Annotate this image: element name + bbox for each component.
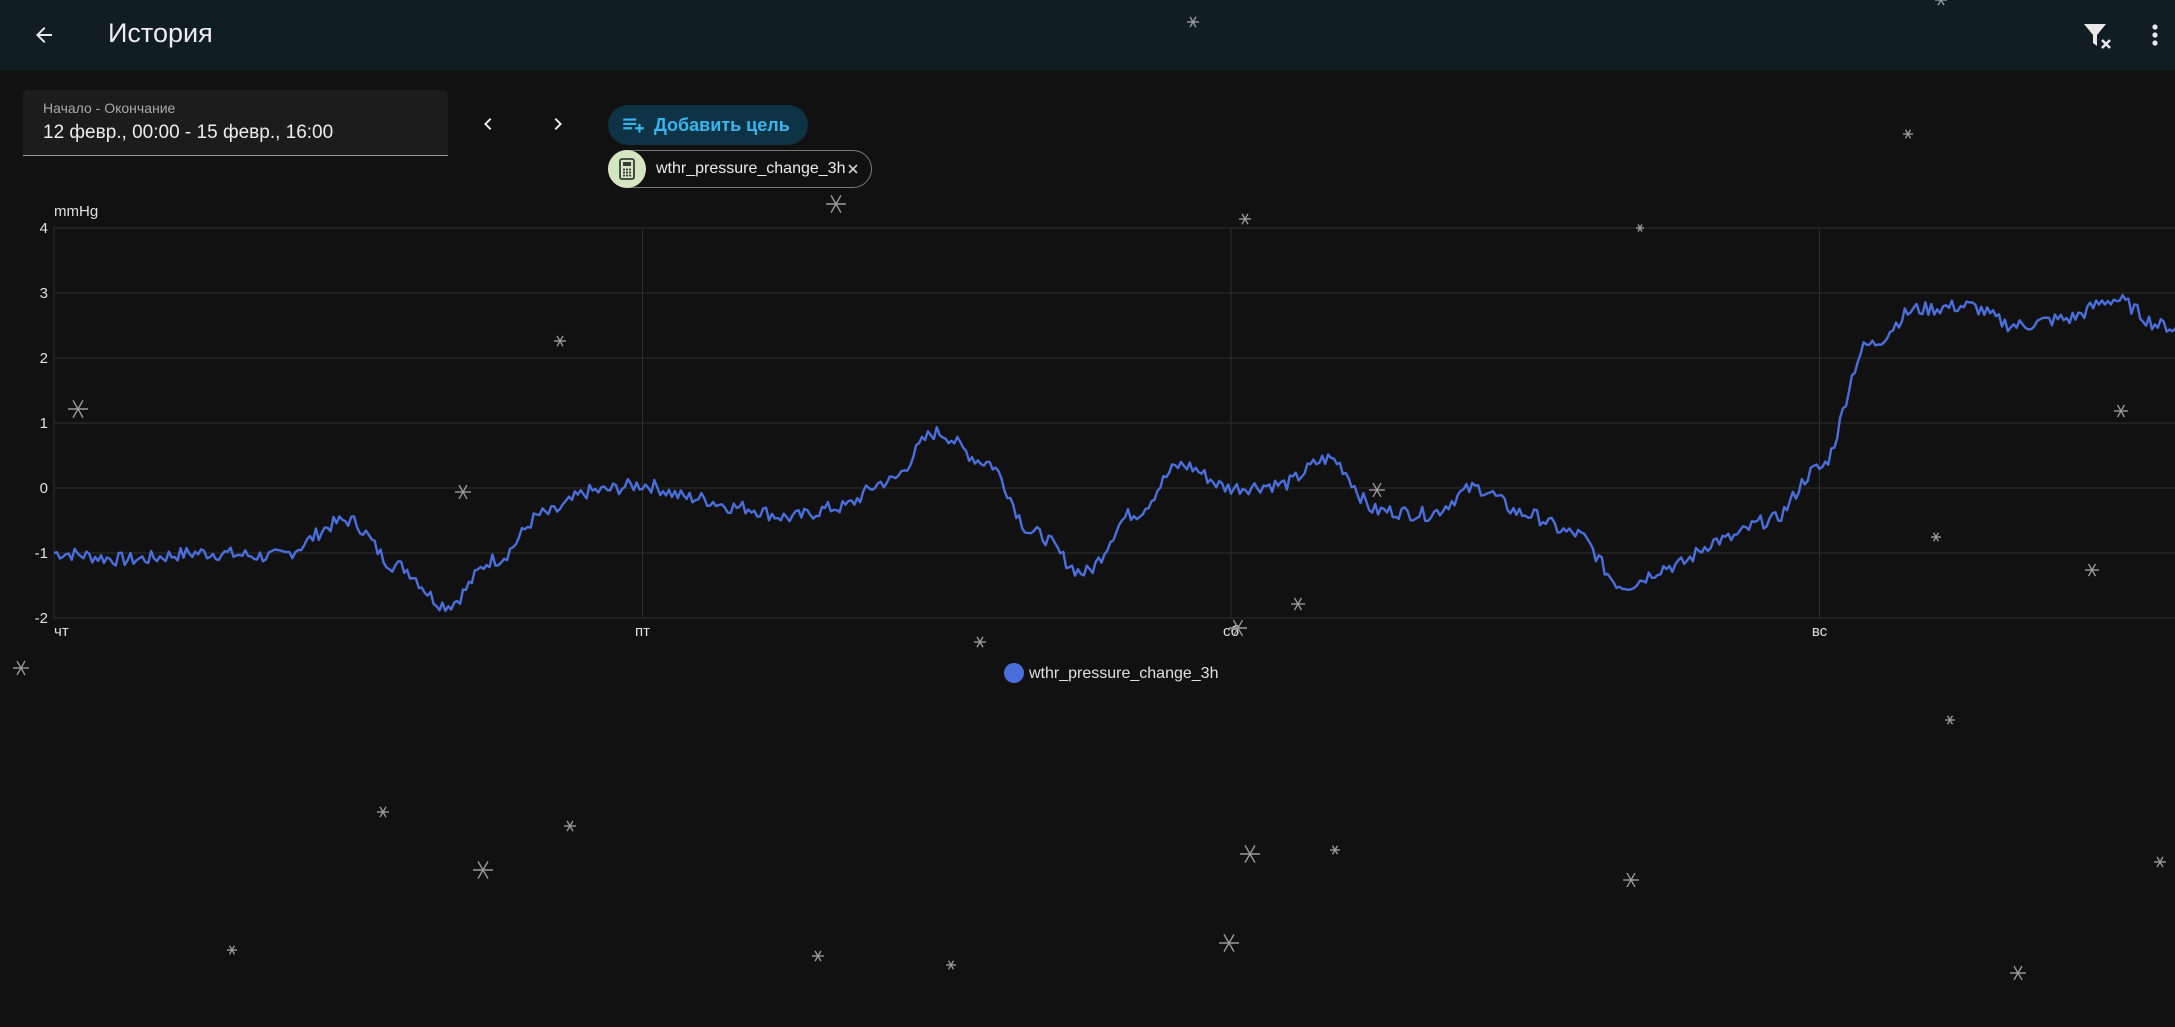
x-tick-label: пт	[635, 623, 650, 640]
snowflake-icon	[1945, 715, 1955, 725]
add-target-label: Добавить цель	[654, 114, 790, 135]
x-tick-label: сб	[1223, 623, 1239, 640]
dots-vertical-icon	[2152, 24, 2158, 46]
history-line-chart[interactable]: mmHg 4 3 2 1 0 -1 -2 чт пт сб вс wthr_pressure_ch…	[0, 195, 2175, 695]
chevron-left-icon	[484, 118, 492, 130]
chart-grid	[53, 227, 2175, 619]
y-tick-label: 4	[40, 220, 48, 237]
snowflake-icon	[1903, 129, 1913, 139]
y-tick-label: 3	[40, 285, 48, 302]
previous-period-button[interactable]	[468, 104, 508, 144]
snowflake-icon	[473, 860, 493, 880]
series-line-wthr-pressure-change-3h[interactable]	[53, 294, 2175, 613]
close-icon	[848, 164, 858, 174]
chevron-right-icon	[554, 118, 562, 130]
snowflake-icon	[1623, 872, 1639, 888]
snowflake-icon	[1219, 933, 1239, 953]
filter-remove-icon	[2084, 24, 2111, 49]
date-range-value: 12 февр., 00:00 - 15 февр., 16:00	[43, 122, 334, 143]
y-tick-label: 0	[40, 480, 48, 497]
snowflake-icon	[377, 806, 389, 818]
legend-marker	[1004, 663, 1024, 683]
date-range-label: Начало - Окончание	[43, 100, 176, 116]
y-tick-label: -1	[35, 545, 48, 562]
back-button[interactable]	[26, 17, 62, 53]
y-tick-label: 2	[40, 350, 48, 367]
snowflake-icon	[564, 820, 576, 832]
snowflake-icon	[2154, 856, 2166, 868]
x-tick-label: вс	[1812, 623, 1828, 640]
y-tick-label: -2	[35, 610, 48, 627]
snowflake-icon	[1240, 844, 1260, 864]
date-range-picker[interactable]: Начало - Окончание 12 февр., 00:00 - 15 …	[23, 90, 448, 156]
y-axis-unit-label: mmHg	[54, 203, 98, 220]
x-tick-label: чт	[54, 623, 69, 640]
snowflake-icon	[812, 950, 824, 962]
y-axis: 4 3 2 1 0 -1 -2	[35, 220, 48, 627]
target-chip[interactable]: wthr_pressure_change_3h	[608, 150, 872, 188]
chart-legend[interactable]: wthr_pressure_change_3h	[1004, 663, 1218, 683]
snowflake-icon	[1330, 845, 1340, 855]
overflow-menu-button[interactable]	[2143, 18, 2167, 54]
arrow-left-icon	[36, 27, 52, 43]
snowflake-icon	[2010, 965, 2026, 981]
playlist-plus-icon	[623, 118, 644, 133]
calculator-icon	[608, 150, 646, 188]
clear-filter-button[interactable]	[2080, 18, 2116, 54]
snowflake-icon	[227, 945, 237, 955]
add-target-button[interactable]: Добавить цель	[608, 105, 808, 145]
remove-target-button[interactable]	[843, 159, 863, 179]
x-axis: чт пт сб вс	[54, 623, 1828, 640]
app-header: История	[0, 0, 2175, 70]
next-period-button[interactable]	[538, 104, 578, 144]
snowflake-icon	[946, 960, 956, 970]
y-tick-label: 1	[40, 415, 48, 432]
page-title: История	[108, 18, 213, 48]
target-chip-label: wthr_pressure_change_3h	[656, 160, 846, 177]
legend-label: wthr_pressure_change_3h	[1028, 665, 1218, 682]
